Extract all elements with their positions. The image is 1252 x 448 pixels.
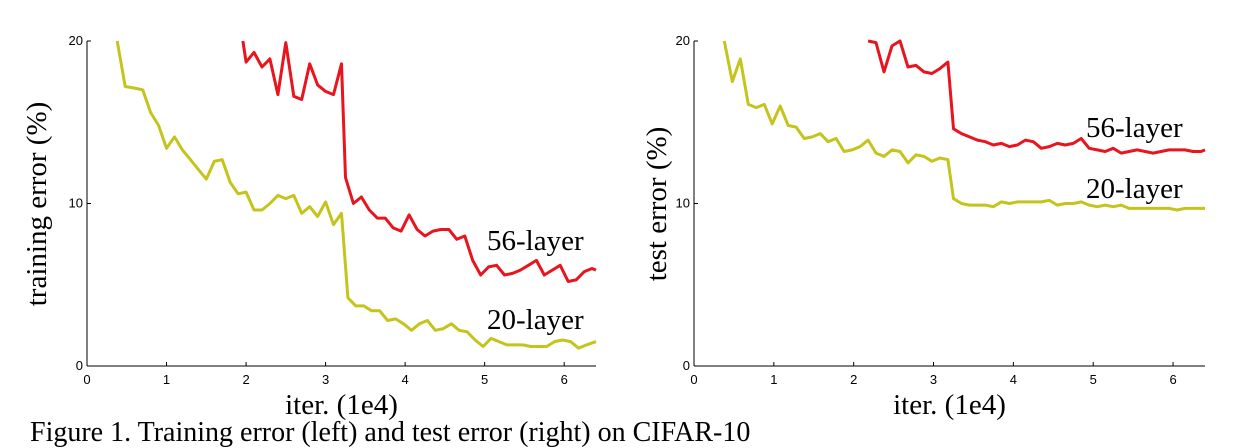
series-line-56-layer <box>241 40 597 283</box>
x-tick-label: 1 <box>770 372 777 387</box>
y-tick-label: 10 <box>676 196 690 211</box>
series-label-56-layer: 56-layer <box>1086 112 1183 144</box>
x-tick-label: 5 <box>481 372 488 387</box>
series-line-20-layer <box>722 40 1205 212</box>
x-tick-label: 1 <box>163 372 170 387</box>
x-tick-label: 6 <box>561 372 568 387</box>
y-tick-label: 20 <box>69 33 83 48</box>
chart-2: 0 1 2 3 4 5 6 0 10 20 iter. (1e4) test error (%) 56-… <box>641 33 1206 421</box>
y-tick-label: 0 <box>683 358 690 373</box>
x-tick-label: 3 <box>322 372 329 387</box>
y-axis-title: test error (%) <box>641 127 673 282</box>
x-tick-label: 4 <box>402 372 409 387</box>
y-tick-label: 20 <box>676 33 690 48</box>
series-label-20-layer: 20-layer <box>1086 173 1183 205</box>
x-tick-label: 2 <box>850 372 857 387</box>
x-axis-title: iter. (1e4) <box>285 389 398 421</box>
series-line-56-layer <box>867 39 1206 155</box>
y-tick-label: 10 <box>69 196 83 211</box>
y-axis-title: training error (%) <box>21 102 53 307</box>
y-tick-label: 0 <box>76 358 83 373</box>
series-label-20-layer: 20-layer <box>487 304 584 336</box>
x-tick-label: 3 <box>930 372 937 387</box>
chart-1: 0 1 2 3 4 5 6 0 10 20 iter. (1e4) training error (%… <box>21 33 597 421</box>
figure-caption: Figure 1. Training error (left) and test… <box>30 417 751 448</box>
x-axis-title: iter. (1e4) <box>893 389 1006 421</box>
series-line-20-layer <box>115 40 597 350</box>
x-tick-label: 0 <box>83 372 90 387</box>
series-label-56-layer: 56-layer <box>487 225 584 257</box>
x-tick-label: 2 <box>242 372 249 387</box>
x-tick-label: 6 <box>1169 372 1176 387</box>
x-tick-label: 4 <box>1010 372 1017 387</box>
x-tick-label: 5 <box>1090 372 1097 387</box>
x-tick-label: 0 <box>690 372 697 387</box>
